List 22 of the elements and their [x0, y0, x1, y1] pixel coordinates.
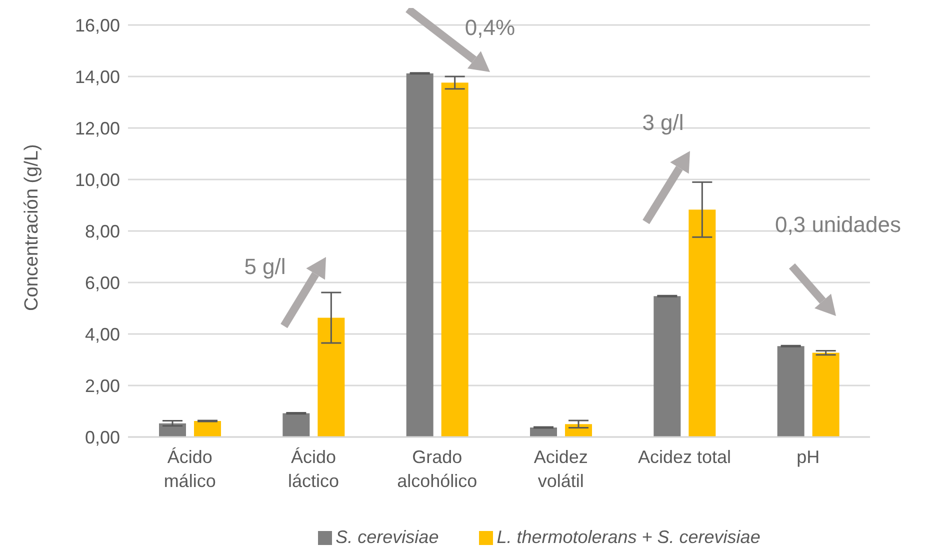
- y-tick-label: 8,00: [84, 221, 120, 242]
- x-tick-label: Acidez total: [638, 447, 732, 467]
- x-tick-label: Ácido láctico: [288, 447, 340, 491]
- x-tick-label: Acidez volátil: [534, 447, 588, 491]
- y-tick-label: 6,00: [84, 272, 120, 293]
- legend-label: S. cerevisiae: [336, 527, 439, 547]
- legend-label: L. thermotolerans + S. cerevisiae: [496, 527, 760, 547]
- x-tick-label: Grado alcohólico: [397, 447, 478, 491]
- annotation: 3 g/l: [642, 110, 684, 135]
- annotation: 0,4%: [464, 14, 516, 40]
- annotation: 0,3 unidades: [775, 212, 901, 237]
- y-tick-label: 10,00: [74, 170, 120, 190]
- y-tick-label: 2,00: [84, 376, 120, 396]
- x-tick-label: pH: [796, 447, 820, 467]
- x-tick-label: Ácido málico: [164, 447, 216, 491]
- y-axis-title: Concentración (g/L): [22, 144, 43, 311]
- y-tick-label: 14,00: [74, 66, 120, 87]
- y-tick-label: 0,00: [84, 427, 120, 448]
- y-tick-label: 4,00: [84, 324, 120, 344]
- annotation: 5 g/l: [244, 254, 286, 279]
- y-tick-label: 12,00: [74, 118, 120, 138]
- y-tick-label: 16,00: [74, 15, 120, 36]
